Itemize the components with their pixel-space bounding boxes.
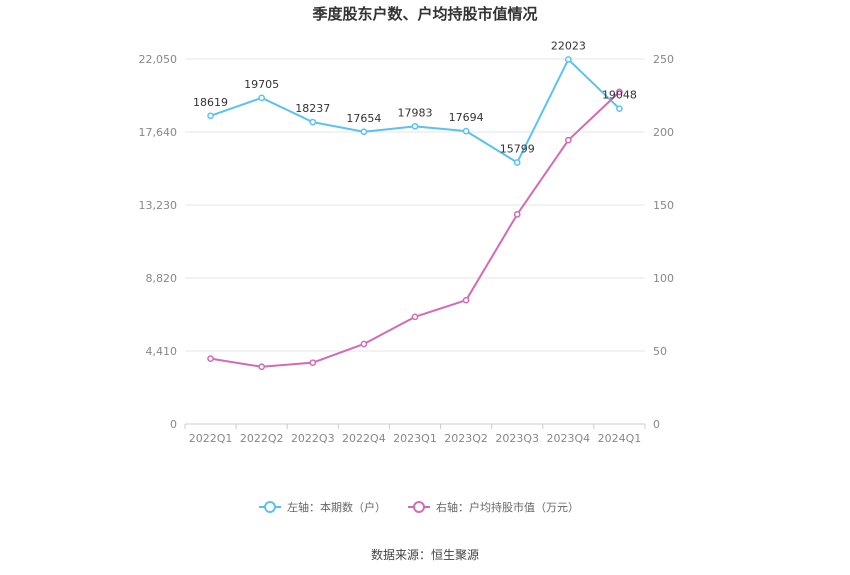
right-axis-tick: 50 [653, 345, 667, 358]
data-point[interactable] [258, 363, 266, 371]
data-label: 17983 [398, 106, 433, 119]
data-point[interactable] [616, 88, 623, 96]
series-layer [207, 56, 623, 371]
data-point[interactable] [360, 128, 368, 136]
right-axis-tick: 200 [653, 126, 674, 139]
data-point[interactable] [411, 122, 419, 130]
data-point[interactable] [462, 296, 470, 304]
data-label: 19048 [602, 89, 637, 102]
axes: 0 0 4,410 50 8,820 100 13,230 150 17,640 200 22,05… [139, 53, 675, 445]
x-axis-tick-label: 2022Q3 [291, 432, 335, 445]
x-axis-tick-label: 2022Q2 [240, 432, 284, 445]
right-axis-tick: 250 [653, 53, 674, 66]
grid-lines [185, 58, 645, 352]
data-point[interactable] [513, 210, 521, 218]
chart-title: 季度股东户数、户均持股市值情况 [312, 5, 537, 23]
x-axis-tick-label: 2022Q1 [189, 432, 233, 445]
left-axis-tick: 8,820 [146, 272, 178, 285]
data-point[interactable] [309, 118, 317, 126]
data-point[interactable] [616, 105, 623, 113]
legend-label: 右轴：户均持股市值（万元） [436, 500, 579, 514]
data-point[interactable] [309, 359, 317, 367]
legend-label: 左轴：本期数（户） [287, 500, 386, 514]
data-label: 18237 [295, 102, 330, 115]
data-point[interactable] [564, 56, 572, 63]
legend[interactable]: 左轴：本期数（户） 右轴：户均持股市值（万元） [259, 500, 579, 514]
data-point[interactable] [411, 313, 419, 321]
left-axis-tick: 13,230 [139, 199, 178, 212]
legend-swatch-marker [413, 501, 425, 513]
data-label: 19705 [244, 78, 279, 91]
left-axis-tick: 22,050 [139, 53, 178, 66]
data-point[interactable] [258, 94, 266, 102]
legend-item-2[interactable]: 右轴：户均持股市值（万元） [408, 500, 579, 514]
data-point[interactable] [462, 127, 470, 135]
left-axis-tick: 4,410 [146, 345, 178, 358]
data-point[interactable] [564, 136, 572, 144]
series-line-2 [210, 91, 621, 368]
data-label: 17654 [346, 112, 381, 125]
data-labels: 18619 19705 18237 17654 17983 17694 15799 22023… [193, 39, 637, 155]
x-axis-tick-label: 2023Q2 [444, 432, 488, 445]
x-axis-tick-label: 2022Q4 [342, 432, 386, 445]
source-note: 数据来源：恒生聚源 [371, 547, 479, 562]
data-label: 22023 [551, 39, 586, 52]
data-label: 17694 [449, 111, 484, 124]
right-axis-tick: 150 [653, 199, 674, 212]
x-axis-tick-label: 2023Q3 [495, 432, 539, 445]
legend-item-1[interactable]: 左轴：本期数（户） [259, 500, 386, 514]
right-axis-tick: 100 [653, 272, 674, 285]
data-point[interactable] [207, 112, 214, 120]
x-axis-tick-label: 2023Q1 [393, 432, 437, 445]
data-point[interactable] [513, 159, 521, 166]
x-axis-tick-label: 2024Q1 [598, 432, 642, 445]
data-label: 15799 [500, 142, 535, 155]
data-point[interactable] [207, 355, 214, 362]
right-axis-tick: 0 [653, 418, 660, 431]
x-axis-tick-label: 2023Q4 [547, 432, 591, 445]
data-point[interactable] [360, 340, 368, 348]
left-axis-tick: 17,640 [139, 126, 178, 139]
left-axis-tick: 0 [170, 418, 177, 431]
legend-swatch-marker [264, 501, 276, 513]
data-label: 18619 [193, 96, 228, 109]
